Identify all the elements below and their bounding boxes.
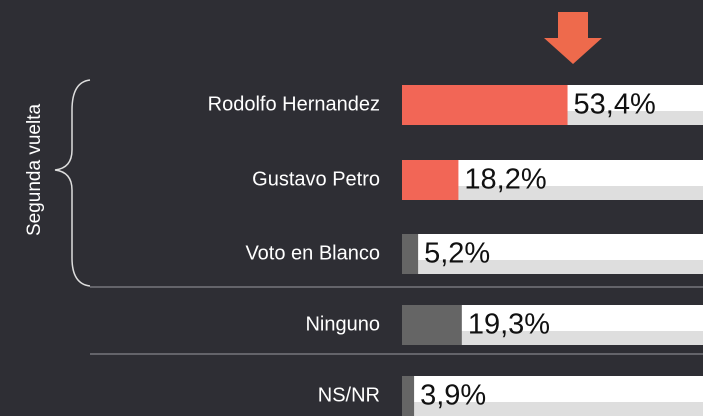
group-label: Segunda vuelta xyxy=(24,104,45,236)
bar-track-band xyxy=(402,260,703,274)
value-label: 5,2% xyxy=(424,238,490,270)
value-label: 18,2% xyxy=(464,164,546,196)
category-label: Ninguno xyxy=(305,313,380,335)
category-label: NS/NR xyxy=(318,384,380,406)
bar xyxy=(402,376,415,416)
category-label: Rodolfo Hernandez xyxy=(208,93,380,115)
bar-track-band xyxy=(402,331,703,345)
bar-track-band xyxy=(402,186,703,200)
category-label: Voto en Blanco xyxy=(245,242,380,264)
value-label: 3,9% xyxy=(420,380,486,412)
brace xyxy=(54,79,91,287)
bar xyxy=(402,85,568,125)
bar xyxy=(402,305,462,345)
bar-track-band xyxy=(402,402,703,416)
category-label: Gustavo Petro xyxy=(252,168,380,190)
value-label: 19,3% xyxy=(468,309,550,341)
bar xyxy=(402,160,459,200)
bar xyxy=(402,234,419,274)
arrow xyxy=(544,12,602,64)
value-label: 53,4% xyxy=(574,89,656,121)
